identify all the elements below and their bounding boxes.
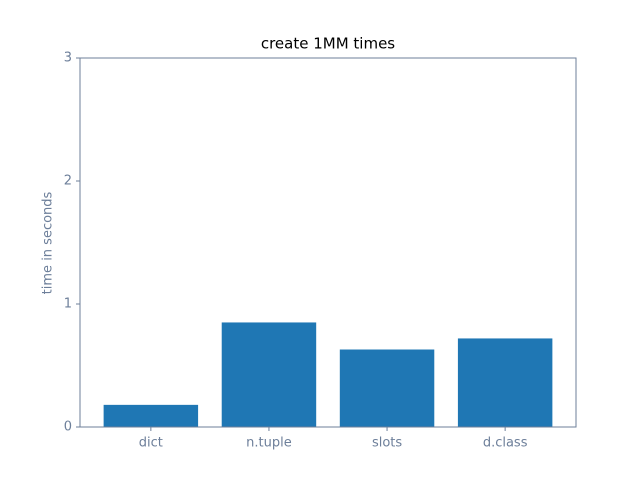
x-tick-label: d.class xyxy=(483,436,528,451)
chart-title: create 1MM times xyxy=(261,35,395,53)
bar xyxy=(339,349,435,427)
y-tick-label: 0 xyxy=(64,420,72,435)
y-axis-label: time in seconds xyxy=(41,191,56,294)
x-tick-label: dict xyxy=(139,436,163,451)
y-tick-label: 1 xyxy=(64,297,72,312)
bar xyxy=(221,322,317,427)
x-tick-label: n.tuple xyxy=(246,436,292,451)
y-tick-label: 3 xyxy=(64,51,72,66)
bar xyxy=(457,338,553,427)
y-tick-label: 2 xyxy=(64,174,72,189)
plot-frame xyxy=(79,57,577,428)
x-tick-label: slots xyxy=(372,436,402,451)
bar xyxy=(103,404,199,427)
